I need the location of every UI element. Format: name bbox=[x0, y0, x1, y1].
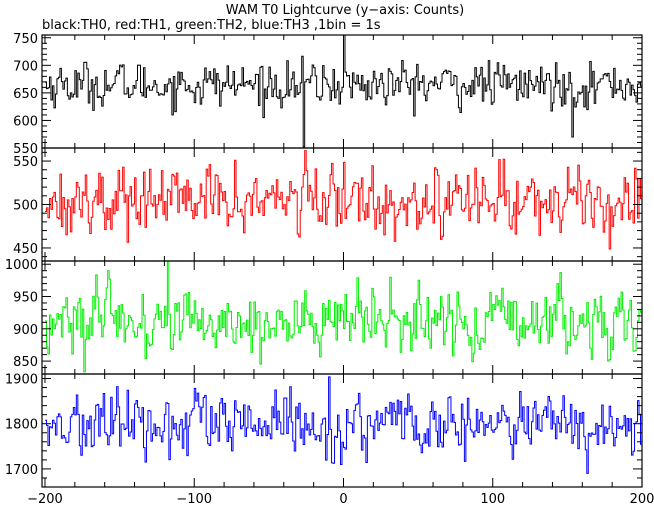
panel-frame bbox=[41, 373, 643, 488]
y-tick-label: 550 bbox=[13, 142, 38, 157]
panels: 5506006507007504505005508509009501000170… bbox=[5, 32, 654, 505]
y-tick-label: 850 bbox=[13, 355, 38, 370]
series-line-th2 bbox=[44, 260, 642, 373]
y-tick-label: 900 bbox=[13, 323, 38, 338]
x-tick-label: −100 bbox=[176, 492, 212, 505]
series-line-th0 bbox=[44, 34, 642, 148]
series-line-th1 bbox=[44, 150, 642, 250]
chart-title: WAM T0 Lightcurve (y−axis: Counts) bbox=[226, 3, 464, 18]
x-tick-label: 200 bbox=[630, 492, 654, 505]
y-tick-label: 1900 bbox=[5, 373, 38, 388]
panel-th1: 450 500 550 bbox=[13, 147, 643, 262]
y-tick-label: 750 bbox=[13, 32, 38, 47]
x-tick-label: 0 bbox=[339, 492, 347, 505]
y-tick-label: 650 bbox=[13, 87, 38, 102]
panel-th2: 850 900 950 1000 bbox=[5, 258, 643, 375]
y-tick-label: 550 bbox=[13, 155, 38, 170]
y-tick-label: 500 bbox=[13, 199, 38, 214]
panel-th0: 550 600 650 700 750 bbox=[13, 32, 643, 157]
y-tick-label: 700 bbox=[13, 59, 38, 74]
y-tick-label: 1000 bbox=[5, 258, 38, 273]
y-tick-label: 450 bbox=[13, 242, 38, 257]
x-tick-label: −200 bbox=[27, 492, 63, 505]
series-line-th3 bbox=[44, 376, 642, 474]
y-tick-label: 1700 bbox=[5, 463, 38, 478]
panel-th3: 1700 1800 1900 −200 −100 0 100 200 bbox=[5, 373, 654, 505]
y-tick-label: 950 bbox=[13, 291, 38, 306]
y-tick-label: 600 bbox=[13, 114, 38, 129]
chart-subtitle: black:TH0, red:TH1, green:TH2, blue:TH3 … bbox=[42, 18, 381, 33]
y-tick-label: 1800 bbox=[5, 418, 38, 433]
x-tick-label: 100 bbox=[480, 492, 505, 505]
